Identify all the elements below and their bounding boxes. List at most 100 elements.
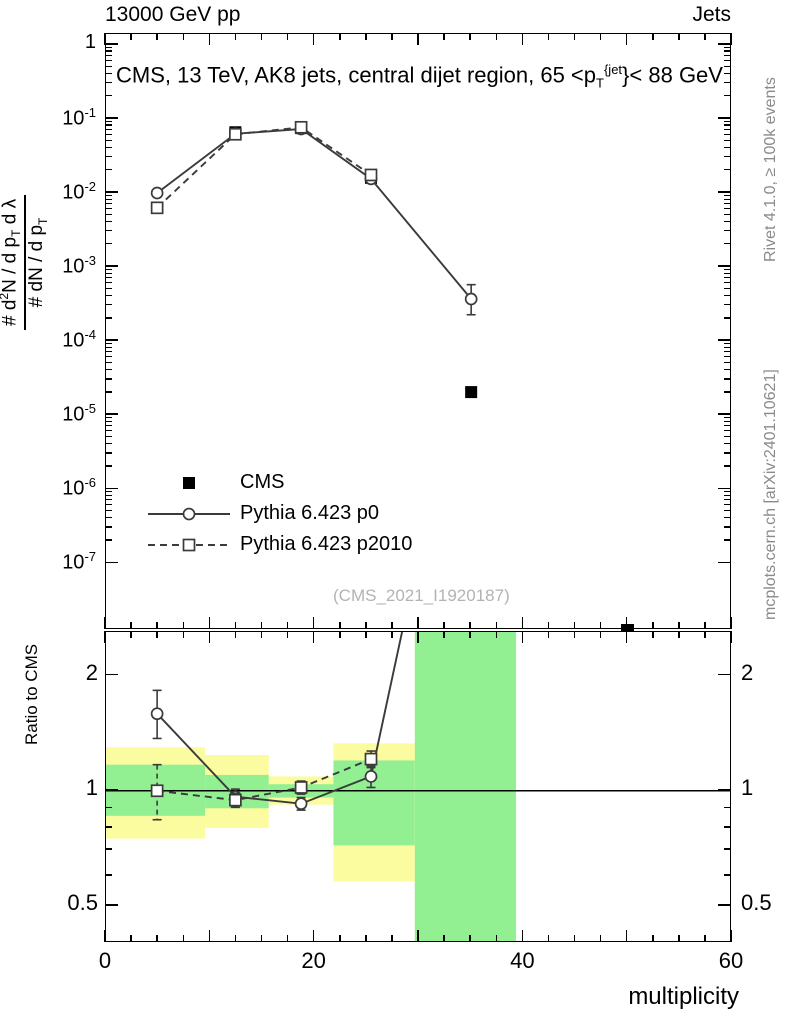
x-tick-ratio-top bbox=[339, 631, 341, 638]
y-tick-minor bbox=[724, 46, 731, 48]
y-tick-minor bbox=[105, 207, 112, 210]
y-tick-minor bbox=[105, 430, 112, 432]
y-tick-minor bbox=[724, 72, 731, 74]
x-tick-ratio-bottom bbox=[730, 930, 732, 942]
ratio-y-tick bbox=[718, 673, 731, 676]
x-tick-ratio-top bbox=[495, 631, 498, 638]
y-tick-label: 10-5 bbox=[62, 401, 96, 426]
y-title-den-hash: # bbox=[26, 296, 48, 308]
x-tick-main-top bbox=[234, 33, 237, 40]
x-tick-main-top bbox=[260, 33, 263, 40]
datapoint-open-circle bbox=[464, 292, 478, 306]
y-tick-minor bbox=[724, 120, 731, 122]
y-tick-minor bbox=[105, 416, 112, 419]
legend-key-open-square bbox=[146, 530, 232, 561]
ratio-y-tick-label-left: 0.5 bbox=[67, 889, 98, 915]
y-tick-minor bbox=[724, 81, 731, 84]
x-tick-ratio-top bbox=[625, 631, 628, 643]
x-tick-ratio-bottom bbox=[208, 930, 211, 942]
ratio-plot-area[interactable] bbox=[106, 632, 730, 941]
y-title-num-sub: T bbox=[9, 229, 24, 237]
y-tick-major bbox=[105, 43, 118, 45]
x-tick-ratio-bottom bbox=[130, 935, 132, 942]
y-tick-major bbox=[105, 561, 118, 564]
x-tick-ratio-bottom bbox=[469, 935, 471, 942]
x-tick-main-bottom bbox=[704, 622, 706, 629]
x-tick-ratio-bottom bbox=[652, 935, 654, 942]
plot-title: CMS, 13 TeV, AK8 jets, central dijet reg… bbox=[116, 62, 723, 91]
ratio-y-tick bbox=[105, 874, 112, 876]
x-tick-main-top bbox=[365, 33, 367, 40]
x-tick-main-bottom bbox=[260, 622, 263, 629]
y-tick-minor bbox=[105, 425, 112, 427]
main-plot-area[interactable] bbox=[106, 34, 730, 628]
ratio-datapoint-open-square bbox=[150, 784, 164, 798]
x-tick-main-bottom bbox=[730, 617, 732, 629]
plot-title-sub: T bbox=[596, 75, 604, 91]
x-tick-ratio-top bbox=[208, 631, 211, 643]
x-tick-main-top bbox=[286, 33, 289, 40]
y-tick-major bbox=[718, 487, 731, 490]
x-tick-ratio-top bbox=[730, 631, 732, 643]
x-tick-main-top bbox=[104, 33, 106, 45]
y-tick-minor bbox=[724, 59, 731, 61]
ratio-series-line bbox=[157, 758, 372, 802]
x-tick-main-bottom bbox=[365, 622, 367, 629]
y-tick-minor bbox=[105, 420, 112, 423]
y-tick-major bbox=[105, 339, 118, 341]
y-tick-major bbox=[718, 117, 731, 119]
x-tick-ratio-bottom bbox=[443, 935, 445, 942]
x-tick-main-top bbox=[495, 33, 498, 40]
y-tick-minor bbox=[105, 156, 112, 158]
y-tick-minor bbox=[105, 54, 112, 56]
ratio-y-tick bbox=[105, 806, 112, 809]
main-plot-svg bbox=[150, 120, 478, 399]
x-tick-main-bottom bbox=[652, 622, 654, 629]
y-tick-minor bbox=[724, 94, 731, 97]
x-tick-ratio-top bbox=[365, 631, 367, 638]
y-tick-minor bbox=[724, 378, 731, 380]
legend-key-open-circle bbox=[146, 499, 232, 530]
x-tick-ratio-top bbox=[599, 631, 602, 638]
x-tick-label: 40 bbox=[510, 948, 535, 973]
y-tick-minor bbox=[724, 194, 731, 197]
x-tick-label: 20 bbox=[301, 948, 326, 973]
y-tick-minor bbox=[724, 420, 731, 423]
x-tick-ratio-bottom bbox=[625, 930, 628, 942]
overflow-marker bbox=[621, 624, 634, 632]
y-tick-major bbox=[105, 117, 118, 119]
ratio-y-tick-label-right: 0.5 bbox=[741, 889, 772, 915]
y-tick-minor bbox=[105, 59, 112, 61]
x-tick-main-top bbox=[625, 33, 628, 45]
y-tick-minor bbox=[105, 146, 112, 149]
y-tick-minor bbox=[724, 287, 731, 290]
datapoint-open-square bbox=[229, 127, 242, 141]
y-title-num-hash: # bbox=[0, 315, 21, 326]
x-tick-ratio-top bbox=[156, 631, 158, 638]
x-tick-main-top bbox=[547, 33, 550, 40]
y-tick-label: 10-3 bbox=[62, 253, 96, 278]
y-tick-minor bbox=[724, 272, 731, 274]
y-tick-minor bbox=[105, 94, 112, 97]
ratio-y-tick-label-left: 1 bbox=[85, 774, 98, 800]
x-tick-main-top bbox=[730, 33, 732, 45]
legend-label: CMS bbox=[240, 471, 285, 493]
y-tick-minor bbox=[724, 342, 731, 345]
x-tick-ratio-bottom bbox=[312, 930, 315, 942]
ratio-y-tick bbox=[105, 904, 118, 906]
x-tick-main-top bbox=[469, 33, 471, 40]
datapoint-open-square bbox=[294, 120, 308, 134]
y-tick-minor bbox=[105, 65, 112, 67]
x-tick-main-top bbox=[573, 33, 576, 40]
y-tick-minor bbox=[724, 50, 731, 52]
ratio-datapoint-open-circle bbox=[294, 797, 308, 811]
y-tick-minor bbox=[105, 435, 112, 438]
plot-title-pre: CMS, 13 TeV, AK8 jets, central dijet reg… bbox=[116, 62, 597, 88]
x-tick-ratio-bottom bbox=[417, 930, 419, 942]
x-tick-main-top bbox=[678, 33, 680, 40]
ratio-inner-band bbox=[414, 632, 517, 941]
y-tick-minor bbox=[724, 355, 731, 358]
y-tick-minor bbox=[105, 46, 112, 48]
y-tick-minor bbox=[724, 230, 731, 232]
x-tick-main-bottom bbox=[130, 622, 132, 629]
